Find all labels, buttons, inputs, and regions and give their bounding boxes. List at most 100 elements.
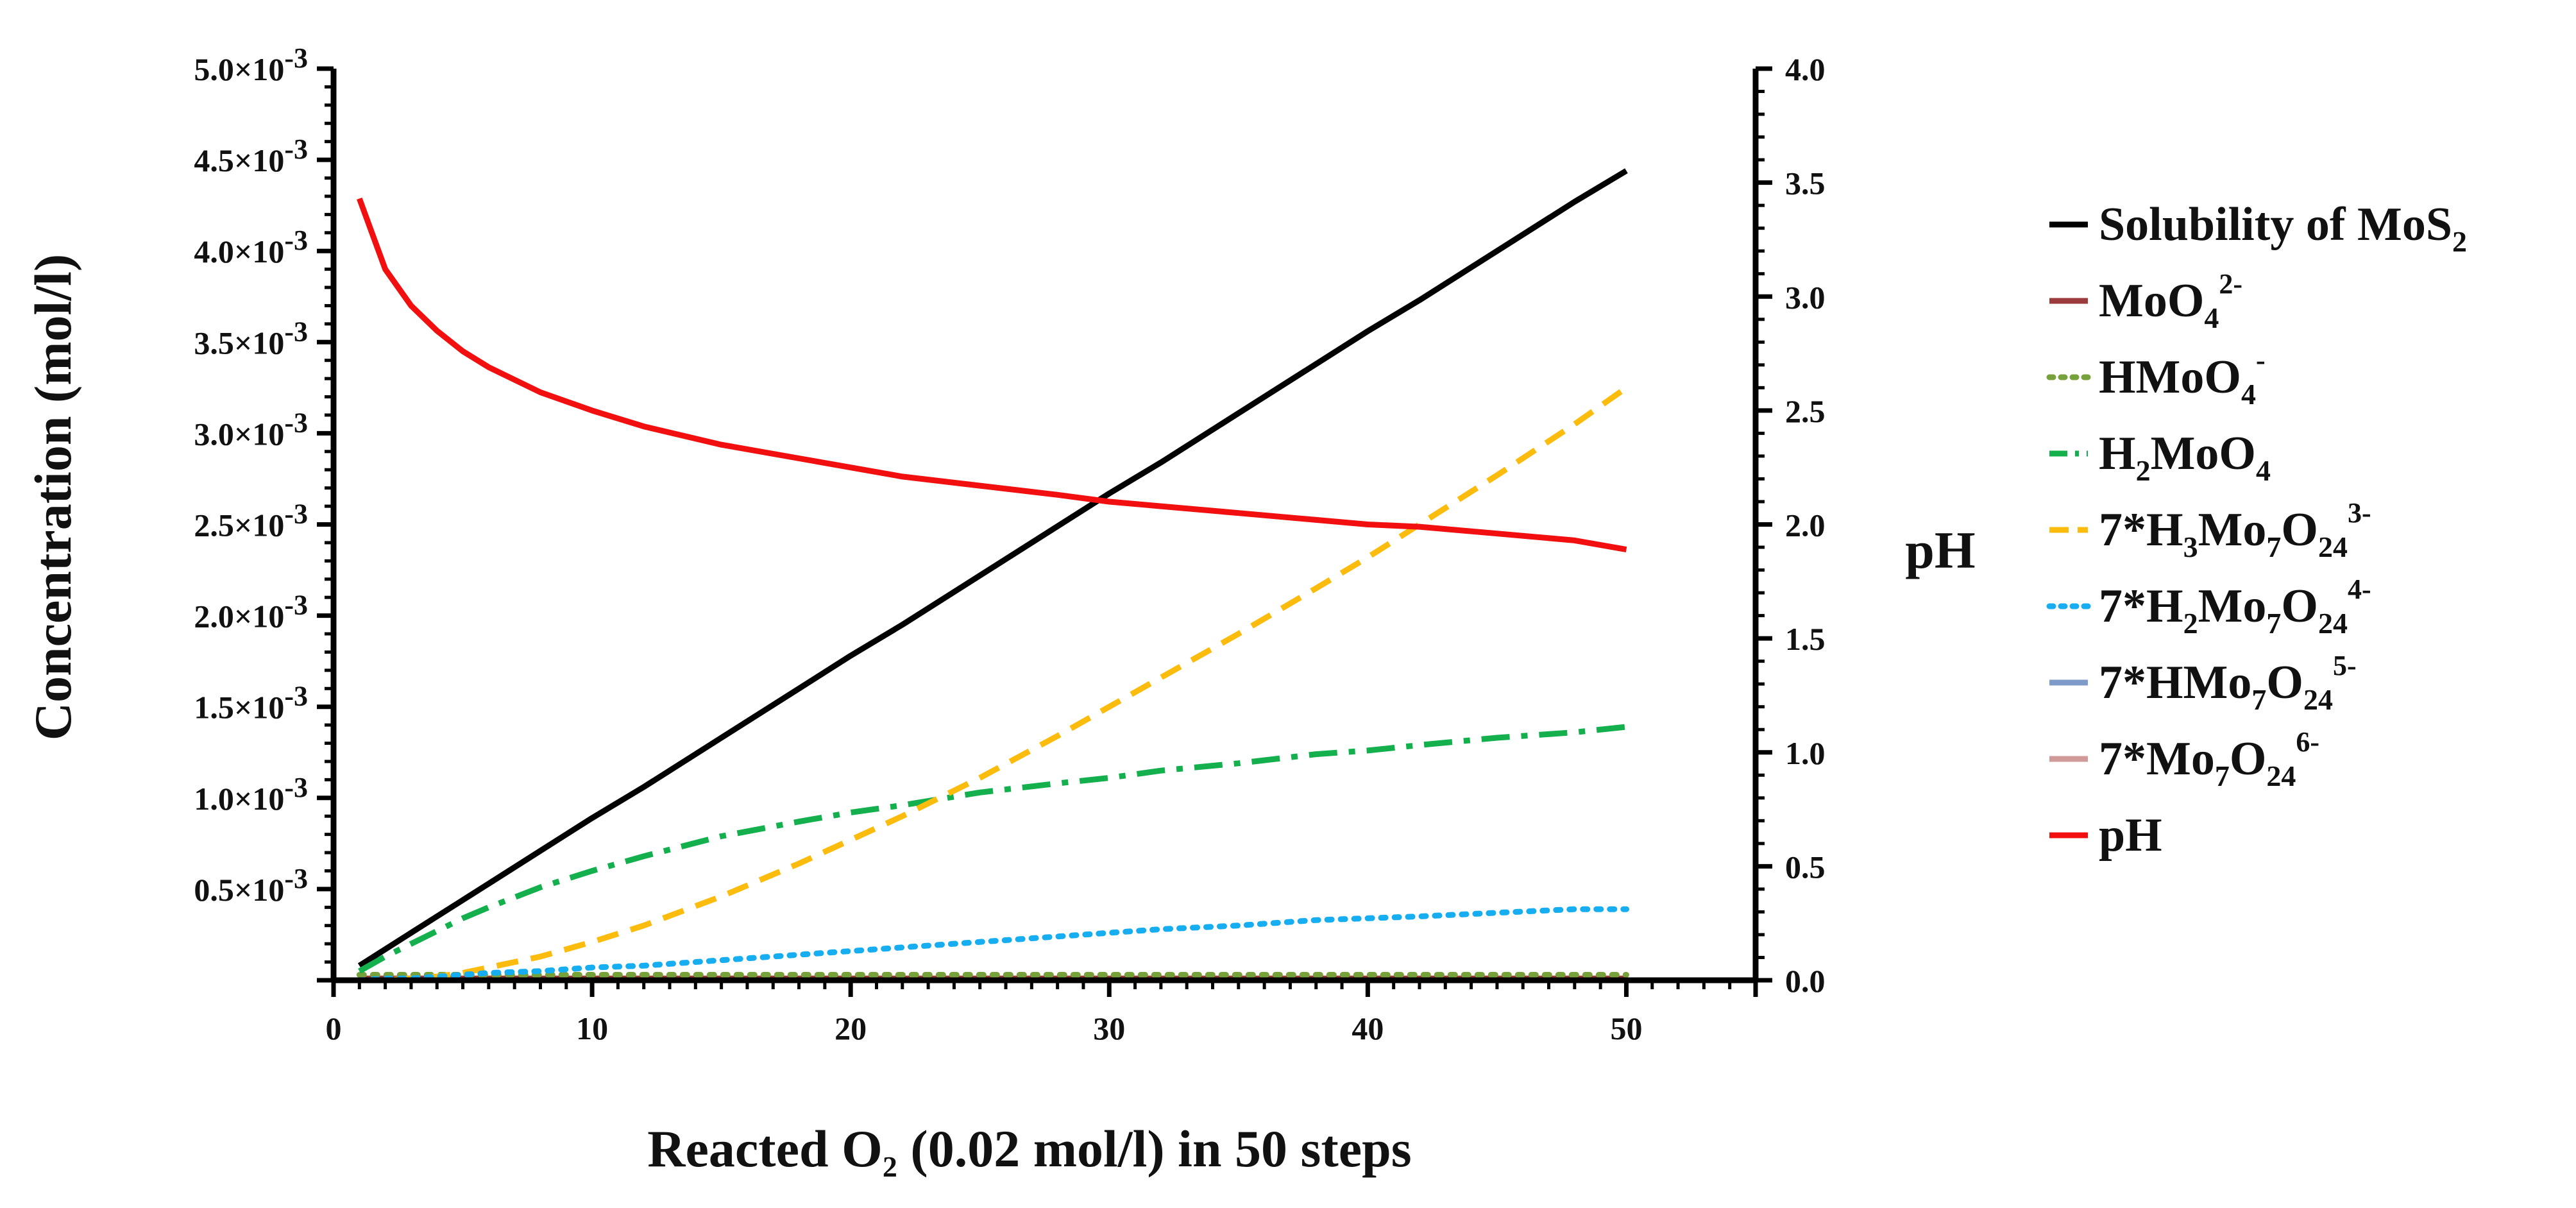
legend-label-text: 7*H (2099, 580, 2183, 633)
legend-label: 7*HMo7O245- (2099, 650, 2357, 716)
y-left-tick-exponent: -3 (284, 225, 308, 256)
y-right-tick-label: 2.0 (1785, 507, 1826, 543)
y-right-tick-label: 4.0 (1785, 51, 1826, 87)
y-left-tick-mantissa: 3.0×10 (194, 416, 284, 452)
y-axis-right-title: pH (1905, 521, 1975, 579)
legend-label-subscript: 3 (2183, 531, 2198, 563)
y-right-tick-label: 1.0 (1785, 735, 1826, 771)
legend-label-superscript: 3- (2348, 497, 2371, 529)
legend-label-text: HMoO (2099, 351, 2241, 404)
legend-label-subscript: 7 (2215, 760, 2230, 792)
legend-label-superscript: 5- (2333, 650, 2357, 681)
x-tick-label: 30 (1093, 1010, 1125, 1046)
y-left-tick-mantissa: 0.5×10 (194, 872, 284, 908)
y-left-tick-label: 1.0×10-3 (194, 772, 308, 817)
y-left-tick-exponent: -3 (284, 863, 308, 894)
x-tick-label: 0 (326, 1010, 342, 1046)
legend-label: 7*H2Mo7O244- (2099, 574, 2371, 640)
y-left-tick-exponent: -3 (284, 681, 308, 712)
legend-label: HMoO4- (2099, 345, 2266, 411)
y-left-tick-exponent: -3 (284, 407, 308, 438)
series-line-h2moo4 (358, 724, 1627, 974)
y-left-tick-label: 4.0×10-3 (194, 225, 308, 269)
series-line-7-h3mo7o24-3 (359, 385, 1629, 983)
legend-label-text: H (2099, 427, 2136, 480)
y-left-tick-mantissa: 5.0×10 (194, 51, 284, 87)
y-left-tick-label: 0.5×10-3 (194, 863, 308, 908)
axes: 0 10 20 30 40 500.5×10-31.0×10-31.5×10-32.0×1… (194, 42, 1825, 1046)
legend-label-subscript: 7 (2266, 531, 2281, 563)
y-left-tick-label: 2.0×10-3 (194, 590, 308, 634)
x-tick-label: 50 (1610, 1010, 1642, 1046)
x-axis-title: Reacted O2 (0.02 mol/l) in 50 steps (647, 1119, 1411, 1183)
legend-label-text: MoO (2099, 275, 2204, 327)
series-line-ph (357, 197, 1627, 553)
legend-label-subscript: 24 (2318, 531, 2348, 563)
legend-label-subscript: 2 (2136, 454, 2151, 487)
legend-label: 7*H3Mo7O243- (2099, 497, 2371, 563)
y-left-tick-label: 3.0×10-3 (194, 407, 308, 452)
y-left-tick-mantissa: 2.5×10 (194, 507, 284, 543)
y-left-tick-mantissa: 3.5×10 (194, 325, 284, 361)
legend-label-text: O (2281, 504, 2318, 556)
legend-label-text: Solubility of MoS (2099, 198, 2452, 251)
legend-label-subscript: 7 (2266, 607, 2281, 640)
y-left-tick-mantissa: 1.0×10 (194, 781, 284, 817)
legend-label-text: 7*HMo (2099, 656, 2251, 709)
legend-label-subscript: 24 (2303, 683, 2333, 716)
legend-label-subscript: 2 (2452, 225, 2467, 258)
legend-label-subscript: 24 (2318, 607, 2348, 640)
y-left-tick-mantissa: 4.0×10 (194, 234, 284, 269)
legend-label: pH (2099, 809, 2162, 862)
legend-label-text: 7*H (2099, 504, 2183, 556)
legend-label-subscript: 4 (2256, 454, 2271, 487)
legend-label: Solubility of MoS2 (2099, 198, 2467, 258)
y-right-tick-label: 3.0 (1785, 279, 1826, 315)
y-right-tick-label: 1.5 (1785, 621, 1826, 657)
legend-label-superscript: 4- (2348, 574, 2371, 605)
legend-label-text: 7*Mo (2099, 733, 2215, 785)
y-left-tick-exponent: -3 (284, 498, 308, 530)
legend-label-subscript: 2 (2183, 607, 2198, 640)
x-axis-title-sub: 2 (883, 1150, 897, 1183)
legend-label: H2MoO4 (2099, 427, 2271, 487)
x-tick-label: 40 (1352, 1010, 1384, 1046)
y-left-tick-label: 2.5×10-3 (194, 498, 308, 543)
x-tick-label: 20 (835, 1010, 867, 1046)
legend-label-subscript: 7 (2251, 683, 2266, 716)
y-left-tick-label: 1.5×10-3 (194, 681, 308, 726)
legend-label-text: pH (2099, 809, 2162, 862)
y-left-tick-exponent: -3 (284, 772, 308, 803)
legend-label-text: Mo (2198, 580, 2267, 633)
x-axis-title-rest: (0.02 mol/l) in 50 steps (897, 1119, 1412, 1178)
series-line-solubility-of-mos2 (357, 168, 1628, 969)
y-left-tick-mantissa: 2.0×10 (194, 599, 284, 634)
y-right-tick-label: 0.5 (1785, 849, 1826, 885)
y-left-tick-exponent: -3 (284, 590, 308, 621)
legend-label: 7*Mo7O246- (2099, 726, 2319, 792)
legend-label-text: Mo (2198, 504, 2267, 556)
y-left-tick-mantissa: 4.5×10 (194, 142, 284, 178)
y-left-tick-exponent: -3 (284, 133, 308, 165)
legend-label-text: O (2266, 656, 2303, 709)
y-axis-left-title: Concentration (mol/l) (24, 254, 82, 740)
x-axis-title-main: Reacted O (647, 1119, 883, 1178)
y-right-tick-label: 0.0 (1785, 963, 1826, 999)
y-left-tick-mantissa: 1.5×10 (194, 690, 284, 726)
y-left-tick-label: 3.5×10-3 (194, 316, 308, 361)
legend-label: MoO42- (2099, 268, 2242, 334)
legend-label-subscript: 4 (2204, 302, 2219, 334)
legend-label-subscript: 24 (2266, 760, 2296, 792)
y-left-tick-label: 4.5×10-3 (194, 133, 308, 178)
legend-label-text: O (2230, 733, 2267, 785)
legend-label-text: MoO (2151, 427, 2256, 480)
plot-area (356, 168, 1629, 983)
legend-label-text: O (2281, 580, 2318, 633)
legend-label-superscript: 2- (2219, 268, 2242, 300)
y-left-tick-label: 5.0×10-3 (194, 42, 308, 87)
x-tick-label: 10 (576, 1010, 608, 1046)
series-line-7-h2mo7o24-4 (356, 906, 1629, 983)
y-left-tick-exponent: -3 (284, 42, 308, 74)
legend-label-superscript: - (2256, 345, 2266, 376)
